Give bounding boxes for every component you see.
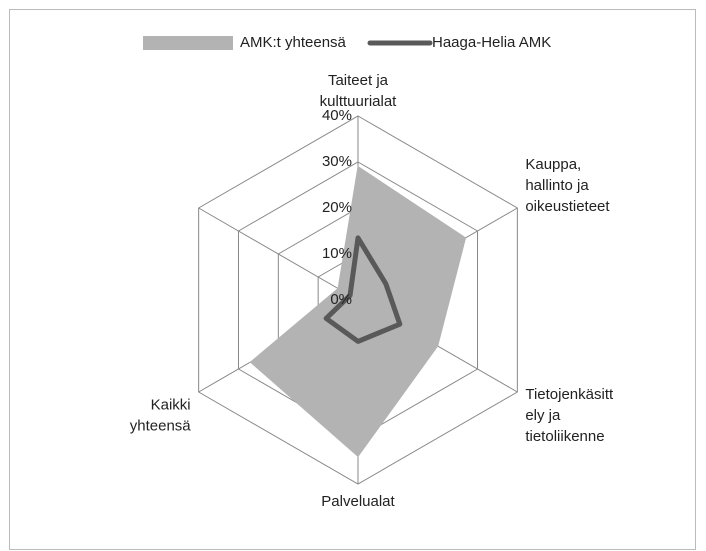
category-label: ely ja (525, 407, 561, 424)
category-label: yhteensä (130, 417, 192, 434)
category-label: kulttuurialat (320, 93, 398, 110)
legend-swatch (143, 36, 233, 50)
r-tick-label: 10% (322, 245, 352, 262)
r-tick-label: 40% (322, 107, 352, 124)
axis-spoke (198, 207, 359, 301)
r-tick-label: 30% (322, 153, 352, 170)
category-label: hallinto ja (525, 177, 589, 194)
category-label: Kauppa, (525, 156, 581, 173)
category-label: Taiteet ja (328, 72, 389, 89)
series-line (323, 235, 403, 344)
category-label: oikeustieteet (525, 198, 610, 215)
legend-label: AMK:t yhteensä (240, 34, 347, 51)
category-label: Palvelualat (321, 493, 395, 510)
r-tick-label: 0% (330, 291, 352, 308)
category-label: tietoliikenne (525, 428, 604, 445)
series-area (249, 165, 467, 458)
category-label: Kaikki (151, 396, 191, 413)
legend-label: Haaga-Helia AMK (432, 34, 551, 51)
r-tick-label: 20% (322, 199, 352, 216)
category-label: Tietojenkäsitt (525, 386, 614, 403)
